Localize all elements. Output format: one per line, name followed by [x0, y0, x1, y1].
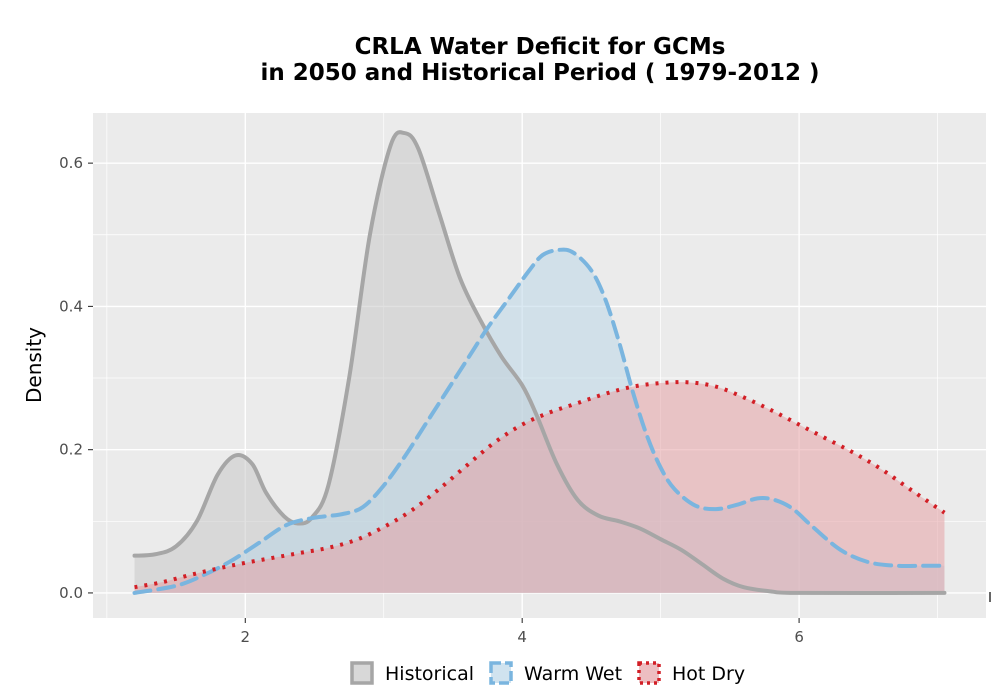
y-axis-title: Density [22, 327, 46, 403]
x-tick-label: 4 [517, 628, 527, 646]
x-tick-label: 6 [794, 628, 804, 646]
legend-key-warm-wet [489, 661, 513, 685]
y-tick-label: 0.0 [59, 584, 83, 602]
legend-label-historical: Historical [385, 663, 474, 685]
legend-key-hot-dry [637, 661, 661, 685]
density-lines [132, 130, 947, 596]
chart-title-line1: CRLA Water Deficit for GCMs [355, 34, 726, 60]
legend-key-historical [350, 661, 374, 685]
area-hot-dry [134, 382, 945, 593]
y-tick-label: 0.4 [59, 297, 83, 315]
x-axis: 2 4 6 [241, 618, 804, 646]
chart-title-line2: in 2050 and Historical Period ( 1979-201… [260, 60, 819, 86]
y-axis: 0.0 0.2 0.4 0.6 [59, 154, 93, 602]
legend-label-hot-dry: Hot Dry [672, 663, 745, 685]
line-historical [132, 130, 947, 596]
legend: Historical Warm Wet Hot Dry [350, 661, 745, 685]
legend-label-warm-wet: Warm Wet [524, 663, 622, 685]
y-tick-label: 0.2 [59, 441, 83, 459]
y-tick-label: 0.6 [59, 154, 83, 172]
x-tick-label: 2 [241, 628, 251, 646]
area-historical [134, 132, 945, 594]
line-warm-wet [132, 247, 947, 595]
